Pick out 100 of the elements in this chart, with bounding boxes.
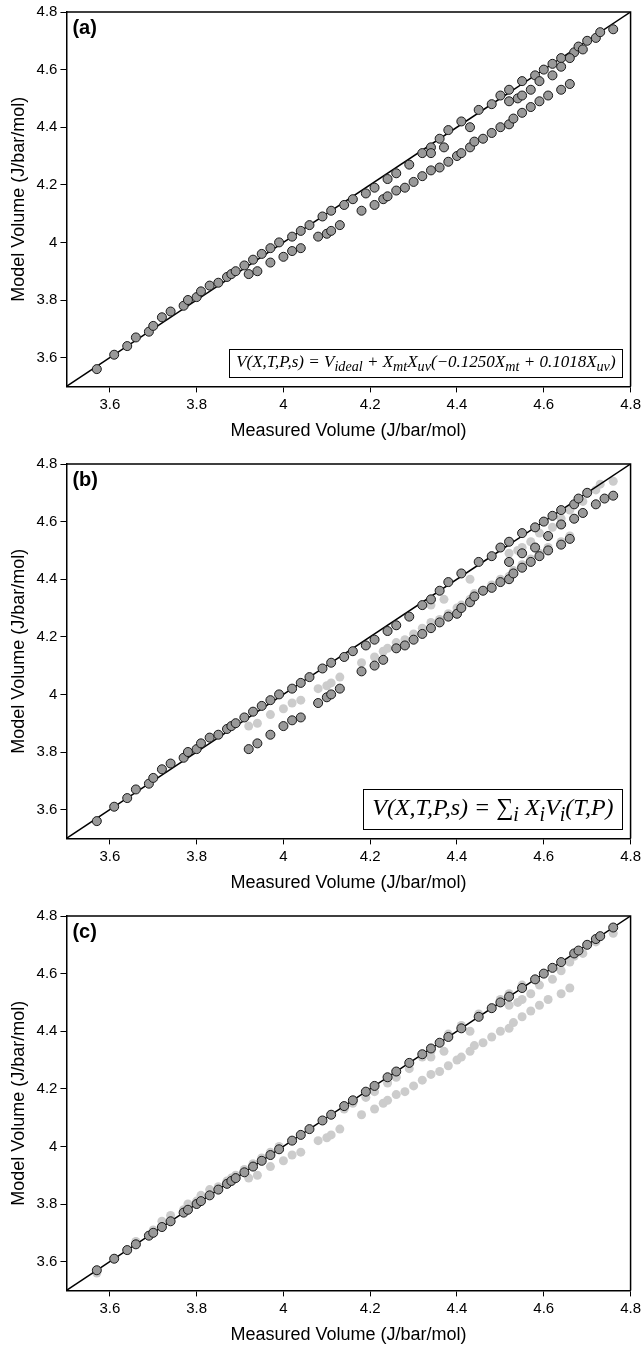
y-tick-label: 4.6 xyxy=(36,511,58,529)
y-tick-label: 4.4 xyxy=(36,1021,58,1039)
chart-title: (c) xyxy=(72,920,97,943)
point xyxy=(547,522,557,532)
point xyxy=(204,1190,215,1201)
y-tick-label: 4.2 xyxy=(36,626,58,644)
point xyxy=(382,1072,393,1083)
point xyxy=(304,1124,315,1135)
point xyxy=(252,718,262,728)
point xyxy=(369,1080,380,1091)
point xyxy=(595,931,606,942)
point xyxy=(296,695,306,705)
point xyxy=(530,974,541,985)
point xyxy=(538,968,549,979)
point xyxy=(486,1003,497,1014)
y-tick-label: 4.4 xyxy=(36,569,58,587)
y-tick-label: 3.8 xyxy=(36,742,58,760)
point xyxy=(239,1167,250,1178)
y-tick-label: 4 xyxy=(49,1136,58,1154)
x-tick-label: 4.4 xyxy=(446,394,468,412)
text: V(X,T,P,s) = V$_{ideal}$ + X$_{mt}$X$_{uv}$(−0.1250X$_{mt}$ + 0.1018X$_{uv}$) xyxy=(236,352,616,375)
x-tick-label: 3.8 xyxy=(186,1298,208,1316)
point xyxy=(195,1196,206,1207)
point xyxy=(317,1115,328,1126)
chart-title: (a) xyxy=(72,16,97,39)
point xyxy=(287,698,297,708)
x-tick-label: 4.8 xyxy=(620,1298,641,1316)
point xyxy=(156,1222,167,1233)
x-tick-label: 4 xyxy=(279,846,288,864)
point xyxy=(370,652,380,662)
y-axis-title: Model Volume (J/bar/mol) xyxy=(7,96,28,302)
y-tick-label: 3.8 xyxy=(36,1194,58,1212)
x-tick-label: 4.8 xyxy=(620,394,641,412)
x-tick-label: 3.6 xyxy=(99,394,121,412)
point xyxy=(165,1216,176,1227)
point xyxy=(608,476,618,486)
y-tick-label: 3.6 xyxy=(36,347,58,365)
point xyxy=(556,957,567,968)
point xyxy=(608,922,619,933)
x-tick-label: 4.2 xyxy=(359,394,381,412)
x-tick-label: 4 xyxy=(279,394,288,412)
point xyxy=(230,1173,241,1184)
y-tick-label: 4.4 xyxy=(36,117,58,135)
x-tick-label: 4 xyxy=(279,1298,288,1316)
y-tick-label: 4.2 xyxy=(36,174,58,192)
point xyxy=(439,594,449,604)
y-tick-label: 3.6 xyxy=(36,1251,58,1269)
point xyxy=(326,1109,337,1120)
x-tick-label: 3.6 xyxy=(99,1298,121,1316)
x-axis-title: Measured Volume (J/bar/mol) xyxy=(230,872,467,893)
chart-title: (b) xyxy=(72,468,98,491)
point xyxy=(391,1066,402,1077)
y-tick-label: 4.8 xyxy=(36,2,58,20)
x-axis-title: Measured Volume (J/bar/mol) xyxy=(230,1324,467,1345)
y-tick-label: 4.8 xyxy=(36,906,58,924)
y-tick-label: 4 xyxy=(49,684,58,702)
point xyxy=(295,1129,306,1140)
point xyxy=(504,548,514,558)
y-tick-label: 3.8 xyxy=(36,290,58,308)
point xyxy=(456,1023,467,1034)
y-axis-title: Model Volume (J/bar/mol) xyxy=(7,548,28,754)
x-tick-label: 4.6 xyxy=(533,846,555,864)
point xyxy=(383,643,393,653)
x-tick-label: 4.6 xyxy=(533,394,555,412)
x-tick-label: 3.6 xyxy=(99,846,121,864)
y-tick-label: 4.8 xyxy=(36,454,58,472)
y-tick-label: 4 xyxy=(49,232,58,250)
x-tick-label: 4.8 xyxy=(620,846,641,864)
y-axis-title: Model Volume (J/bar/mol) xyxy=(7,1000,28,1206)
point xyxy=(465,574,475,584)
annotation: V(X,T,P,s) = ∑$_{i}$ X$_{i}$V$_{i}$(T,P) xyxy=(363,788,623,831)
point xyxy=(326,678,336,688)
point xyxy=(573,945,584,956)
point xyxy=(274,1144,285,1155)
point xyxy=(582,939,593,950)
point xyxy=(357,658,367,668)
point xyxy=(182,1204,193,1215)
point xyxy=(265,710,275,720)
x-tick-label: 3.8 xyxy=(186,846,208,864)
y-tick-label: 4.6 xyxy=(36,963,58,981)
point xyxy=(278,704,288,714)
x-tick-label: 4.4 xyxy=(446,1298,468,1316)
point xyxy=(265,1150,276,1161)
point xyxy=(122,1245,133,1256)
point xyxy=(404,1057,415,1068)
x-tick-label: 4.4 xyxy=(446,846,468,864)
point xyxy=(335,672,345,682)
y-tick-label: 3.6 xyxy=(36,799,58,817)
point xyxy=(547,962,558,973)
point xyxy=(360,1086,371,1097)
x-tick-label: 4.2 xyxy=(359,1298,381,1316)
point xyxy=(287,1135,298,1146)
x-tick-label: 3.8 xyxy=(186,394,208,412)
x-tick-label: 4.2 xyxy=(359,846,381,864)
point xyxy=(109,1253,120,1264)
point xyxy=(130,1239,141,1250)
y-tick-label: 4.6 xyxy=(36,59,58,77)
x-axis-title: Measured Volume (J/bar/mol) xyxy=(230,420,467,441)
point xyxy=(434,1037,445,1048)
point xyxy=(244,721,254,731)
